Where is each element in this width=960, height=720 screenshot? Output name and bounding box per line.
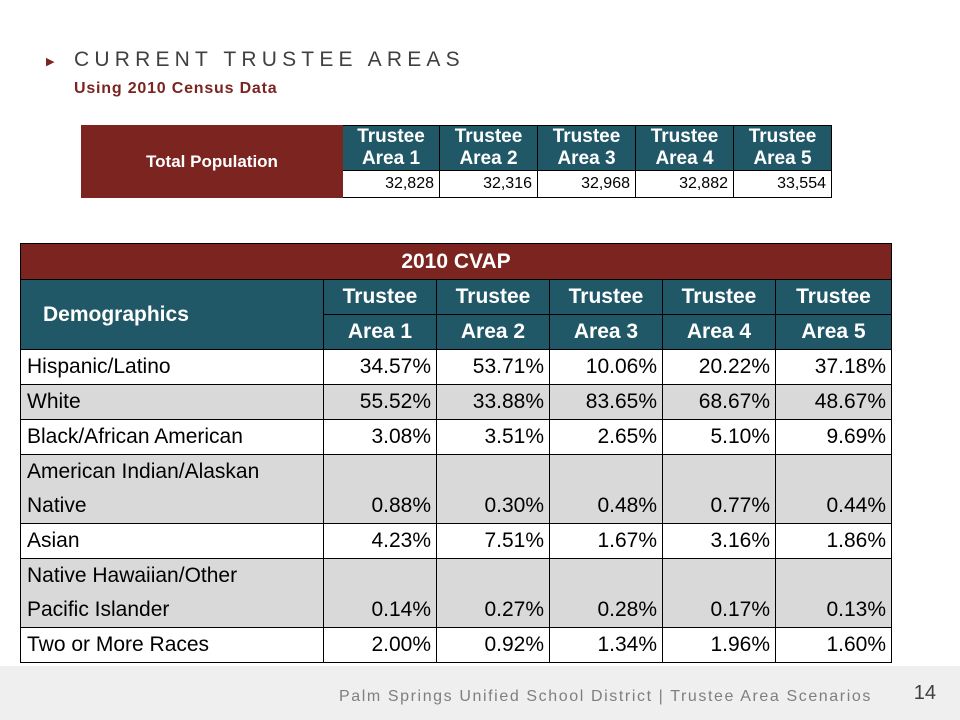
cell-value: 0.48% — [549, 454, 663, 524]
cvap-header-area-5-line2: Area 5 — [775, 314, 892, 350]
table-row: Two or More Races 2.00% 0.92% 1.34% 1.96… — [20, 627, 892, 663]
pop-header-area-1: Trustee Area 1 — [342, 125, 440, 171]
cell-value: 5.10% — [662, 419, 776, 455]
table-row: Native Hawaiian/Other Pacific Islander 0.… — [20, 558, 892, 628]
population-value: 32,968 — [537, 170, 636, 198]
cell-value: 0.17% — [662, 558, 776, 628]
cell-value: 0.14% — [323, 558, 437, 628]
slide-title: CURRENT TRUSTEE AREAS — [74, 48, 465, 71]
population-value: 32,828 — [342, 170, 440, 198]
cvap-header-area-3-line1: Trustee — [549, 279, 663, 315]
cell-value: 0.28% — [549, 558, 663, 628]
table-row: Asian 4.23% 7.51% 1.67% 3.16% 1.86% — [20, 523, 892, 559]
cell-value: 1.60% — [775, 627, 892, 663]
row-label: Two or More Races — [20, 627, 324, 663]
pop-header-area-5: Trustee Area 5 — [733, 125, 832, 171]
footer-bar: Palm Springs Unified School District | T… — [0, 666, 960, 720]
row-label: American Indian/Alaskan Native — [20, 454, 324, 524]
cell-value: 1.67% — [549, 523, 663, 559]
demographics-header: Demographics — [20, 279, 324, 350]
cell-value: 0.77% — [662, 454, 776, 524]
pop-header-area-2: Trustee Area 2 — [439, 125, 538, 171]
cell-value: 53.71% — [436, 349, 550, 385]
cell-value: 3.51% — [436, 419, 550, 455]
cell-value: 0.44% — [775, 454, 892, 524]
cell-value: 0.92% — [436, 627, 550, 663]
cell-value: 2.65% — [549, 419, 663, 455]
cell-value: 20.22% — [662, 349, 776, 385]
slide-subtitle: Using 2010 Census Data — [74, 80, 278, 97]
cell-value: 1.96% — [662, 627, 776, 663]
cell-value: 0.13% — [775, 558, 892, 628]
row-label: Asian — [20, 523, 324, 559]
cell-value: 9.69% — [775, 419, 892, 455]
cell-value: 48.67% — [775, 384, 892, 420]
pop-header-area-4: Trustee Area 4 — [635, 125, 734, 171]
cell-value: 1.34% — [549, 627, 663, 663]
cell-value: 33.88% — [436, 384, 550, 420]
population-value: 32,882 — [635, 170, 734, 198]
triangle-bullet-icon: ▶ — [46, 56, 55, 68]
cell-value: 7.51% — [436, 523, 550, 559]
table-row: Hispanic/Latino 34.57% 53.71% 10.06% 20.… — [20, 349, 892, 385]
cell-value: 1.86% — [775, 523, 892, 559]
cell-value: 10.06% — [549, 349, 663, 385]
page-number: 14 — [913, 682, 936, 704]
cell-value: 3.08% — [323, 419, 437, 455]
row-label: Native Hawaiian/Other Pacific Islander — [20, 558, 324, 628]
total-population-label: Total Population — [81, 125, 343, 198]
cell-value: 4.23% — [323, 523, 437, 559]
cvap-header-area-2-line1: Trustee — [436, 279, 550, 315]
cvap-header-area-4-line1: Trustee — [662, 279, 776, 315]
population-value: 32,316 — [439, 170, 538, 198]
cvap-header-area-1-line1: Trustee — [323, 279, 437, 315]
cell-value: 3.16% — [662, 523, 776, 559]
row-label: Hispanic/Latino — [20, 349, 324, 385]
row-label: Black/African American — [20, 419, 324, 455]
cell-value: 0.30% — [436, 454, 550, 524]
cvap-title: 2010 CVAP — [20, 243, 892, 280]
footer-text: Palm Springs Unified School District | T… — [338, 688, 872, 705]
cvap-table: 2010 CVAP Demographics Trustee Trustee T… — [20, 243, 892, 663]
population-values-row: 32,828 32,316 32,968 32,882 33,554 — [82, 170, 832, 198]
table-row: American Indian/Alaskan Native 0.88% 0.30… — [20, 454, 892, 524]
population-table: Total Population Trustee Area 1 Trustee Ar… — [81, 125, 832, 198]
cvap-header-area-5-line1: Trustee — [775, 279, 892, 315]
cell-value: 55.52% — [323, 384, 437, 420]
cvap-header-area-1-line2: Area 1 — [323, 314, 437, 350]
cell-value: 34.57% — [323, 349, 437, 385]
cell-value: 0.27% — [436, 558, 550, 628]
pop-header-area-3: Trustee Area 3 — [537, 125, 636, 171]
cell-value: 68.67% — [662, 384, 776, 420]
population-value: 33,554 — [733, 170, 832, 198]
cell-value: 37.18% — [775, 349, 892, 385]
cvap-header-area-3-line2: Area 3 — [549, 314, 663, 350]
cell-value: 0.88% — [323, 454, 437, 524]
cell-value: 2.00% — [323, 627, 437, 663]
table-row: Black/African American 3.08% 3.51% 2.65%… — [20, 419, 892, 455]
cvap-header-area-4-line2: Area 4 — [662, 314, 776, 350]
cell-value: 83.65% — [549, 384, 663, 420]
table-row: White 55.52% 33.88% 83.65% 68.67% 48.67% — [20, 384, 892, 420]
cvap-header-area-2-line2: Area 2 — [436, 314, 550, 350]
row-label: White — [20, 384, 324, 420]
